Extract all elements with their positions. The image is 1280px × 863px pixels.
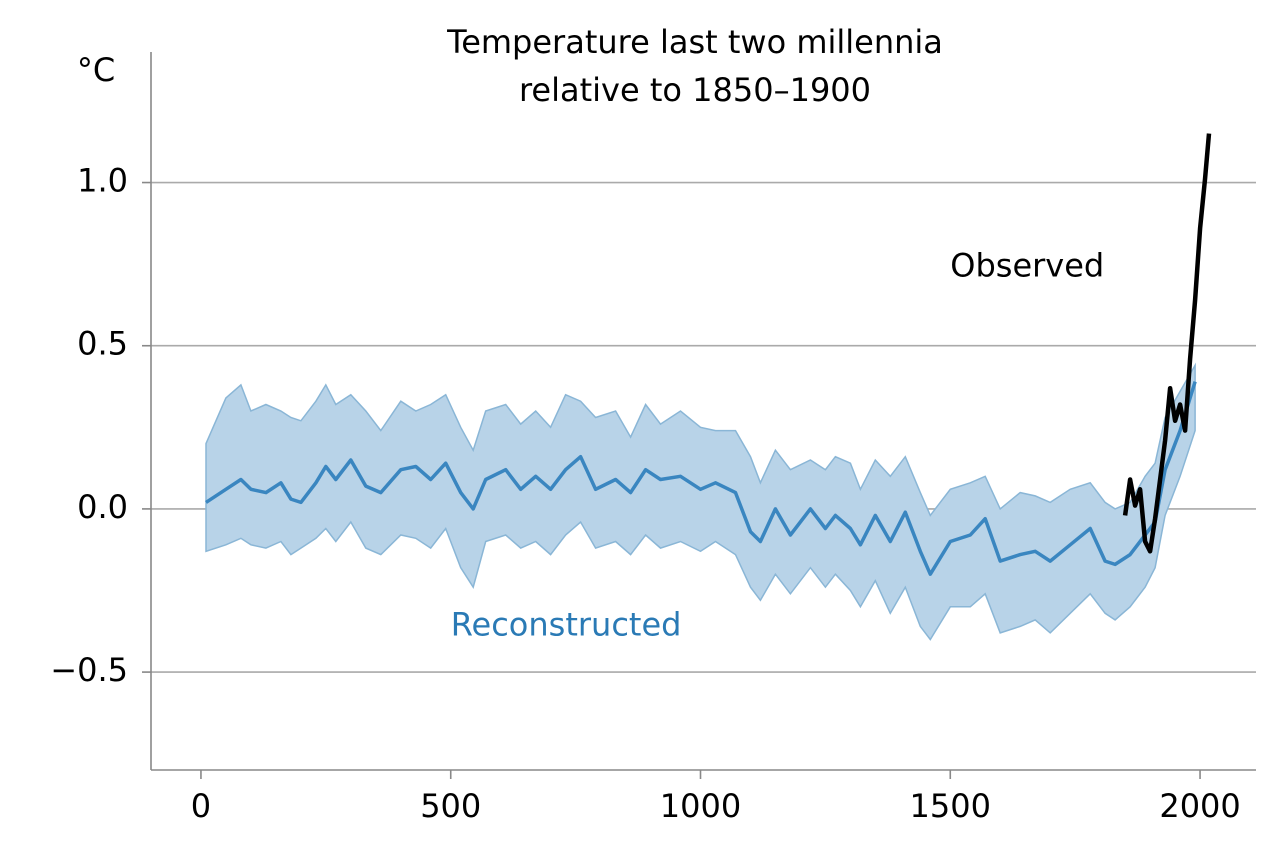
x-tick-label: 500 [420,787,481,825]
y-axis-label: °C [77,51,115,89]
uncertainty-band [205,362,1196,641]
y-tick-label: 1.0 [77,162,128,200]
series-line [1122,133,1212,554]
y-tick-label: 0.5 [77,325,128,363]
series-label: Reconstructed [451,605,682,643]
x-tick-label: 2000 [1159,787,1240,825]
chart-title: relative to 1850–1900 [519,71,871,109]
y-tick-label: −0.5 [50,651,128,689]
x-tick-label: 0 [191,787,211,825]
x-tick-label: 1000 [660,787,741,825]
series-line [205,381,1197,576]
series-label: Observed [950,246,1104,284]
chart-title: Temperature last two millennia [446,23,943,61]
y-tick-label: 0.0 [77,488,128,526]
x-tick-label: 1500 [910,787,991,825]
